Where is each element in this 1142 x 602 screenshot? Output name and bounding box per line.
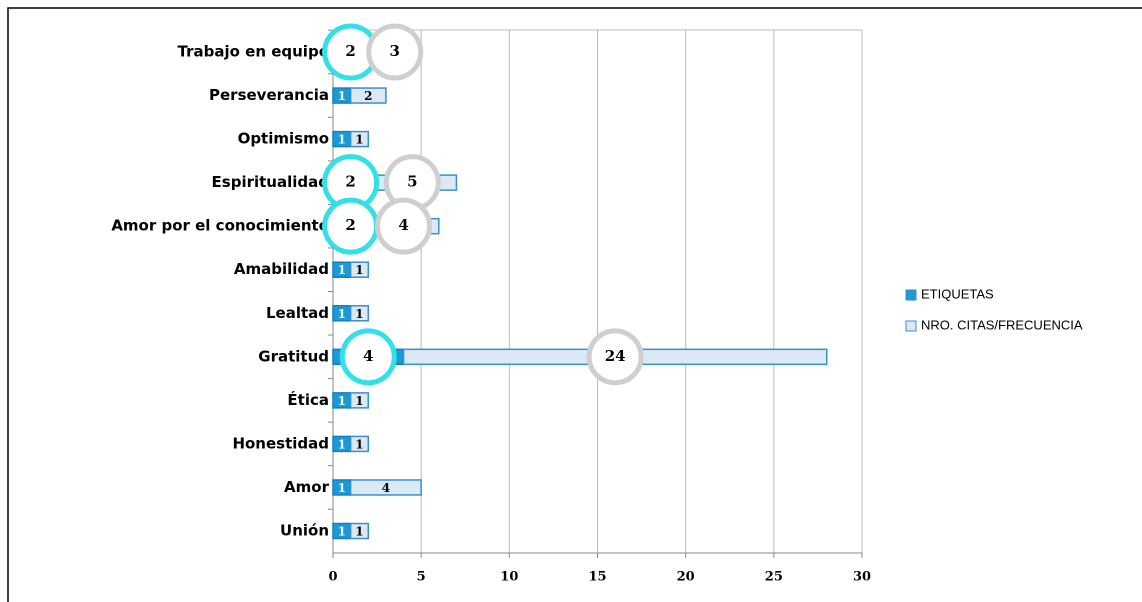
callout-circle [375, 197, 433, 255]
value-label: 1 [338, 394, 346, 408]
value-label: 1 [338, 89, 346, 103]
y-tick-label: Optimismo [238, 130, 329, 148]
bar-segment [349, 479, 422, 496]
x-tick-label: 30 [853, 570, 871, 585]
y-tick-label: Gratitud [258, 347, 329, 365]
bar-segment [349, 305, 370, 322]
y-tick-label: Amor [284, 478, 330, 496]
y-tick-label: Lealtad [266, 304, 329, 322]
y-tick-label: Unión [280, 522, 329, 540]
x-tick-label: 0 [328, 570, 337, 585]
value-label: 1 [355, 525, 363, 539]
y-tick-label: Amor por el conocimiento [111, 217, 329, 235]
value-label: 1 [338, 437, 346, 451]
legend-swatch [905, 320, 917, 332]
x-tick-label: 20 [677, 570, 695, 585]
value-label: 1 [338, 133, 346, 147]
frame [7, 7, 1142, 602]
value-label: 1 [338, 525, 346, 539]
value-label: 1 [355, 394, 363, 408]
value-label: 1 [355, 437, 363, 451]
callout-circle [366, 23, 424, 81]
legend-label: ETIQUETAS [921, 286, 994, 301]
legend-label: NRO. CITAS/FRECUENCIA [921, 317, 1083, 332]
value-label: 1 [355, 307, 363, 321]
value-label: 1 [338, 307, 346, 321]
bar-segment [349, 392, 370, 409]
value-label: 1 [355, 263, 363, 277]
callout-circle [339, 328, 397, 386]
y-tick-label: Perseverancia [209, 86, 329, 104]
legend-swatch [905, 289, 917, 301]
bar-segment [349, 522, 370, 540]
value-label: 1 [338, 263, 346, 277]
value-label: 2 [345, 216, 355, 234]
callout-circle [586, 328, 644, 386]
x-tick-label: 15 [588, 570, 606, 585]
y-tick-label: Espiritualidad [212, 173, 329, 191]
value-label: 4 [363, 347, 373, 365]
value-label: 1 [355, 133, 363, 147]
value-label: 2 [364, 89, 372, 103]
y-tick-label: Trabajo en equipo [178, 43, 329, 61]
y-tick-label: Honestidad [232, 434, 329, 452]
x-tick-label: 10 [500, 570, 518, 585]
bar-segment [349, 435, 370, 453]
y-tick-label: Amabilidad [234, 260, 329, 278]
bar-segment [349, 87, 387, 104]
bar-segment [349, 261, 370, 278]
value-label: 1 [338, 481, 346, 495]
value-label: 24 [605, 347, 626, 365]
value-label: 2 [345, 42, 355, 60]
bar-segment [349, 130, 370, 148]
value-label: 5 [407, 173, 417, 191]
value-label: 4 [398, 216, 408, 234]
value-label: 2 [345, 173, 355, 191]
x-tick-label: 25 [765, 570, 783, 585]
value-label: 3 [389, 42, 399, 60]
x-tick-label: 5 [417, 570, 426, 585]
y-tick-label: Ética [287, 390, 329, 409]
value-label: 4 [382, 481, 390, 495]
